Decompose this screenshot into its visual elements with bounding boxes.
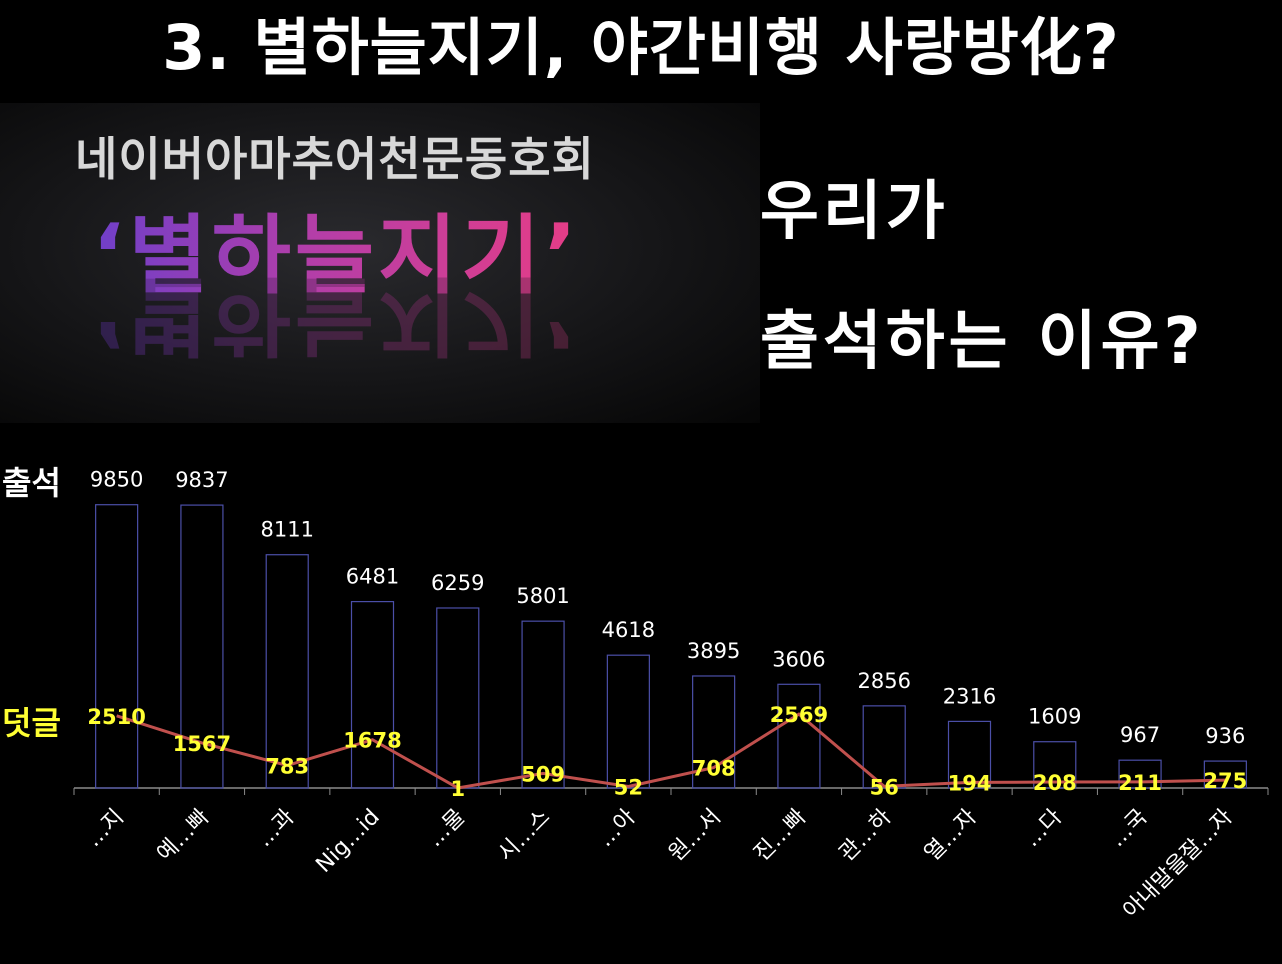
attendance-bar-label: 3895 <box>687 639 740 663</box>
comments-point-label: 2510 <box>87 705 145 729</box>
category-tick-label: …다 <box>1019 805 1067 853</box>
attendance-bar-label: 9850 <box>90 468 143 492</box>
comments-point-label: 2569 <box>770 703 828 727</box>
attendance-bar-label: 2316 <box>943 684 996 708</box>
category-tick-label: …지 <box>81 805 129 853</box>
attendance-bar <box>265 554 309 789</box>
attendance-bar <box>1033 741 1077 789</box>
comments-point-label: 211 <box>1118 771 1162 795</box>
attendance-bar <box>777 683 821 789</box>
comments-point-label: 783 <box>265 754 309 778</box>
category-tick-label: 관…하 <box>835 805 897 867</box>
slide-title: 3. 별하늘지기, 야간비행 사랑방化? <box>162 11 1120 84</box>
comments-point-label: 1567 <box>173 732 231 756</box>
attendance-bar <box>692 675 736 789</box>
category-tick-label: 시…스 <box>493 805 555 867</box>
comments-point-label: 56 <box>870 775 899 799</box>
comments-point-label: 708 <box>692 757 736 781</box>
attendance-bar-label: 6481 <box>346 565 399 589</box>
banner-cafe-name: ‘별하늘지기’ <box>92 185 581 310</box>
attendance-bar <box>436 607 480 789</box>
attendance-bar-label: 2856 <box>857 669 910 693</box>
category-tick-label: 예…빠 <box>152 805 214 867</box>
comments-point-label: 275 <box>1203 769 1247 793</box>
attendance-bar-label: 8111 <box>260 518 313 542</box>
comments-line <box>116 712 1226 790</box>
attendance-bar-label: 5801 <box>516 584 569 608</box>
comments-point-label: 194 <box>948 771 992 795</box>
attendance-bar <box>95 504 139 789</box>
attendance-bar <box>180 504 224 789</box>
category-tick-label: Nig…id <box>311 805 384 878</box>
attendance-bar-label: 6259 <box>431 571 484 595</box>
comments-point-label: 208 <box>1033 771 1077 795</box>
attendance-bar-label: 967 <box>1120 723 1160 747</box>
attendance-bar <box>1118 759 1162 789</box>
attendance-bar <box>350 601 395 789</box>
attendance-bar-label: 1609 <box>1028 705 1081 729</box>
attendance-bar <box>862 705 906 789</box>
question-line-1: 우리가 <box>760 175 949 249</box>
comments-axis-label: 덧글 <box>2 704 61 742</box>
category-tick-label: …국 <box>1105 805 1153 853</box>
question-line-2: 출석하는 이유? <box>760 305 1205 379</box>
category-tick-label: …과 <box>252 805 300 853</box>
attendance-axis-label: 출석 <box>2 464 61 502</box>
banner-club-name: 네이버아마추어천문동호회 <box>75 132 595 186</box>
category-tick-label: 원…서 <box>664 805 726 867</box>
attendance-bar-label: 4618 <box>602 618 655 642</box>
attendance-bar-label: 936 <box>1205 724 1245 748</box>
comments-point-label: 509 <box>521 762 565 786</box>
comments-point-label: 1678 <box>343 729 401 753</box>
attendance-bar <box>521 620 565 789</box>
category-tick-label: …아 <box>593 805 641 853</box>
attendance-bar <box>606 654 650 789</box>
category-tick-label: 진…빠 <box>749 805 811 867</box>
comments-point-label: 1 <box>450 777 465 801</box>
attendance-bar <box>947 720 992 789</box>
club-banner: 네이버아마추어천문동호회 ‘별하늘지기’ ‘별하늘지기’ <box>0 103 760 423</box>
category-tick-label: 열…자 <box>920 805 982 867</box>
attendance-bar-label: 3606 <box>772 647 825 671</box>
attendance-bar <box>1203 760 1247 789</box>
category-tick-label: …물 <box>422 805 470 853</box>
attendance-bar-label: 9837 <box>175 468 228 492</box>
comments-point-label: 52 <box>614 776 643 800</box>
